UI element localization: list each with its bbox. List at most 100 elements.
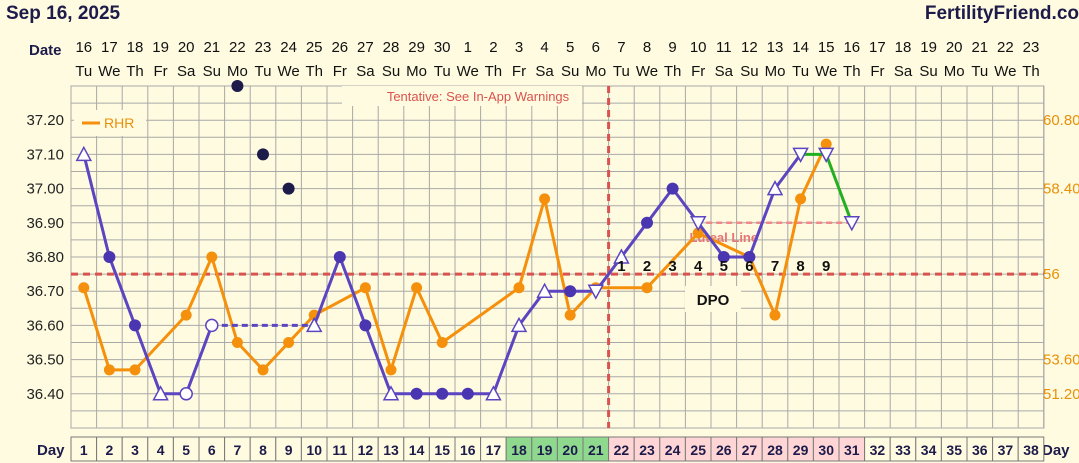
temp-tick-label: 36.60 (26, 317, 64, 334)
date-label: 1 (464, 39, 472, 56)
rhr-point (385, 364, 397, 376)
date-label: 18 (895, 39, 912, 56)
rhr-point (103, 364, 115, 376)
cycle-day-number: 25 (690, 442, 706, 458)
rhr-point (180, 309, 192, 321)
weekday-label: We (636, 63, 658, 80)
cycle-day-number: 37 (998, 442, 1014, 458)
date-label: 22 (997, 39, 1014, 56)
weekday-label: Su (919, 63, 937, 80)
dpo-number: 7 (771, 258, 779, 275)
cycle-day-cell (787, 436, 814, 462)
weekday-label: Mo (765, 63, 786, 80)
cycle-day-number: 22 (614, 442, 630, 458)
rhr-tick-label: 56 (1043, 266, 1060, 283)
dpo-number: 5 (720, 258, 728, 275)
cycle-day-number: 13 (383, 442, 399, 458)
date-label: 14 (792, 39, 809, 56)
temp-line-segment (620, 221, 649, 258)
rhr-point (411, 282, 423, 294)
cycle-day-number: 11 (332, 442, 347, 458)
cycle-day-number: 26 (716, 442, 732, 458)
temp-tick-label: 36.50 (26, 352, 64, 369)
date-label: 16 (843, 39, 860, 56)
date-label: 12 (741, 39, 758, 56)
rhr-point (692, 227, 704, 239)
date-label: 17 (869, 39, 886, 56)
date-label: 3 (515, 39, 523, 56)
temp-point-open (179, 387, 193, 401)
date-row-label: Date (29, 42, 62, 59)
date-label: 30 (434, 39, 451, 56)
weekday-label: Tu (434, 63, 451, 80)
weekday-label: Sa (894, 63, 913, 80)
temp-point (436, 387, 449, 400)
weekday-label: Th (843, 63, 861, 80)
date-label: 4 (540, 39, 548, 56)
rhr-tick-label: 53.60 (1043, 352, 1079, 369)
rhr-tick-label: 51.20 (1043, 386, 1079, 403)
temp-point (717, 251, 730, 263)
temp-outlier-point (282, 182, 295, 195)
temp-line-segment (645, 187, 674, 224)
date-label: 9 (668, 39, 676, 56)
cycle-day-number: 15 (434, 442, 450, 458)
weekday-label: Th (485, 63, 503, 80)
weekday-label: Tu (75, 63, 92, 80)
cycle-day-number: 34 (921, 442, 937, 458)
dpo-label-background (685, 286, 741, 312)
temp-tick-label: 36.90 (26, 215, 64, 232)
temp-point (666, 182, 679, 195)
temp-tick-label: 37.20 (26, 112, 64, 129)
temp-tick-label: 37.00 (26, 181, 64, 198)
dpo-number: 9 (822, 258, 830, 275)
rhr-point (436, 337, 448, 348)
cycle-day-cell (96, 436, 123, 462)
temp-point-triangle (510, 316, 528, 333)
date-label: 11 (716, 39, 732, 56)
rhr-point (283, 337, 295, 348)
weekday-label: Sa (715, 63, 734, 80)
weekday-label: We (457, 63, 479, 80)
temp-line-segment (363, 324, 393, 395)
temp-point-triangle (766, 180, 784, 196)
rhr-point (359, 282, 371, 294)
weekday-label: Sa (356, 63, 375, 80)
rhr-tick-label: 60.80 (1043, 112, 1079, 129)
cycle-day-number: 24 (665, 442, 681, 458)
cycle-day-number: 8 (259, 442, 267, 458)
dpo-number: 6 (745, 258, 753, 275)
weekday-label: We (98, 63, 120, 80)
weekday-label: Fr (691, 63, 705, 80)
cycle-day-number: 18 (511, 442, 527, 458)
weekday-label: Fr (154, 63, 168, 80)
dpo-number: 8 (796, 258, 804, 275)
weekday-label: Fr (512, 63, 526, 80)
temp-point (641, 216, 653, 229)
cycle-day-cell (352, 436, 379, 462)
cycle-day-cell (505, 436, 533, 462)
cycle-day-number: 12 (358, 442, 374, 458)
cycle-day-number: 3 (131, 442, 139, 458)
temp-point-down-triangle (587, 284, 605, 300)
cycle-day-cell (736, 436, 763, 462)
cycle-day-number: 31 (844, 442, 860, 458)
weekday-label: Su (740, 63, 758, 80)
temp-tick-label: 37.10 (26, 146, 64, 163)
cycle-day-cell (147, 436, 174, 462)
weekday-label: Th (664, 63, 682, 80)
weekday-label: Su (382, 63, 400, 80)
temp-point-triangle (305, 316, 323, 333)
cycle-day-number: 21 (588, 442, 604, 458)
date-label: 20 (178, 39, 195, 56)
cycle-day-number: 28 (767, 442, 783, 458)
date-header-row: 16Tu17We18Th19Fr20Sa21Su22Mo23Tu24We25Th… (75, 39, 1039, 80)
temp-tick-label: 36.40 (26, 386, 64, 403)
date-label: 15 (818, 39, 835, 56)
plot-area: 37.20 37.10 37.00 36.90 36.80 36.70 36.60 36.50… (26, 80, 1079, 429)
temp-line-segment (312, 256, 342, 326)
temp-point (410, 387, 423, 400)
date-label: 21 (971, 39, 988, 56)
weekday-label: Sa (535, 63, 554, 80)
weekday-label: Mo (944, 63, 965, 80)
